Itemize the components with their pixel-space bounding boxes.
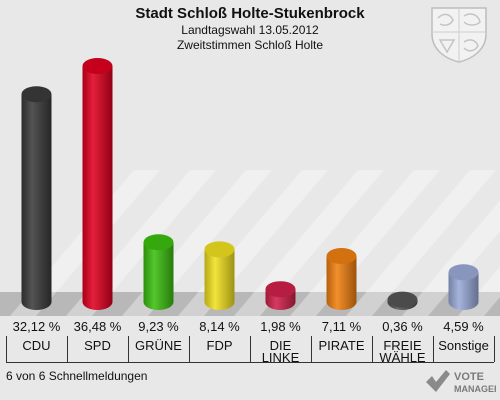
election-label: Landtagswahl 13.05.2012 <box>181 23 319 37</box>
category-label: SPD <box>84 338 111 353</box>
value-label: 9,23 % <box>138 319 179 334</box>
bar-fdp <box>204 241 235 310</box>
vote-manager-logo: VOTE MANAGER <box>426 370 496 394</box>
category-tick <box>311 336 312 362</box>
bar-top <box>21 86 52 103</box>
chart-title: Stadt Schloß Holte-Stukenbrock <box>135 5 365 22</box>
bar-top <box>265 281 296 298</box>
category-tick <box>250 336 251 362</box>
category-tick <box>67 336 68 362</box>
background-stripe <box>458 266 500 316</box>
background-stripe <box>346 170 496 316</box>
value-label: 7,11 % <box>321 319 362 334</box>
bar-body <box>82 66 113 302</box>
check-mark-icon <box>426 370 450 392</box>
bar-body <box>21 94 52 302</box>
bar-sonstige <box>448 264 479 310</box>
footer-note: 6 von 6 Schnellmeldungen <box>6 369 148 383</box>
bar-freie-wähle <box>387 291 418 310</box>
category-tick <box>189 336 190 362</box>
category-axis: CDU SPD GRÜNE FDP DIE LINKE PIRATE FREIE WÄHLE… <box>6 336 495 366</box>
value-label: 0,36 % <box>382 319 423 334</box>
value-label: 36,48 % <box>73 319 122 334</box>
category-label: Sonstige <box>438 338 489 353</box>
category-axis-line <box>6 362 494 363</box>
value-label: 4,59 % <box>443 319 484 334</box>
coat-of-arms-icon <box>431 7 487 63</box>
bar-cdu <box>21 86 52 310</box>
bar-pirate <box>326 248 357 310</box>
bar-top <box>387 291 418 308</box>
category-label: PIRATE <box>318 338 365 353</box>
category-label: DIE LINKE <box>261 338 300 365</box>
vote-type-label: Zweitstimmen Schloß Holte <box>176 38 324 52</box>
value-label: 32,12 % <box>12 319 61 334</box>
bar-top <box>326 248 357 265</box>
bar-top <box>204 241 235 258</box>
bar-top <box>143 234 174 251</box>
bar-spd <box>82 58 113 310</box>
category-label: CDU <box>22 338 51 353</box>
category-tick <box>6 336 7 362</box>
bar-top <box>448 264 479 281</box>
category-label: GRÜNE <box>135 338 182 353</box>
bar-top <box>82 58 113 74</box>
value-label: 8,14 % <box>199 319 240 334</box>
bar-body <box>143 242 174 302</box>
background-stripe <box>234 170 384 316</box>
logo-word-1: VOTE <box>454 371 484 383</box>
category-tick <box>494 336 495 362</box>
bar-grüne <box>143 234 174 310</box>
logo-word-2: MANAGER <box>454 384 496 394</box>
category-label: FREIE WÄHLE <box>379 338 426 365</box>
background-stripe <box>402 200 500 316</box>
category-tick <box>372 336 373 362</box>
bar-body <box>204 249 235 302</box>
value-label: 1,98 % <box>260 319 301 334</box>
chart-header: Stadt Schloß Holte-Stukenbrock Landtagsw… <box>0 5 500 53</box>
category-tick <box>128 336 129 362</box>
category-label: FDP <box>206 338 233 353</box>
category-tick <box>433 336 434 362</box>
bar-die-linke <box>265 281 296 310</box>
